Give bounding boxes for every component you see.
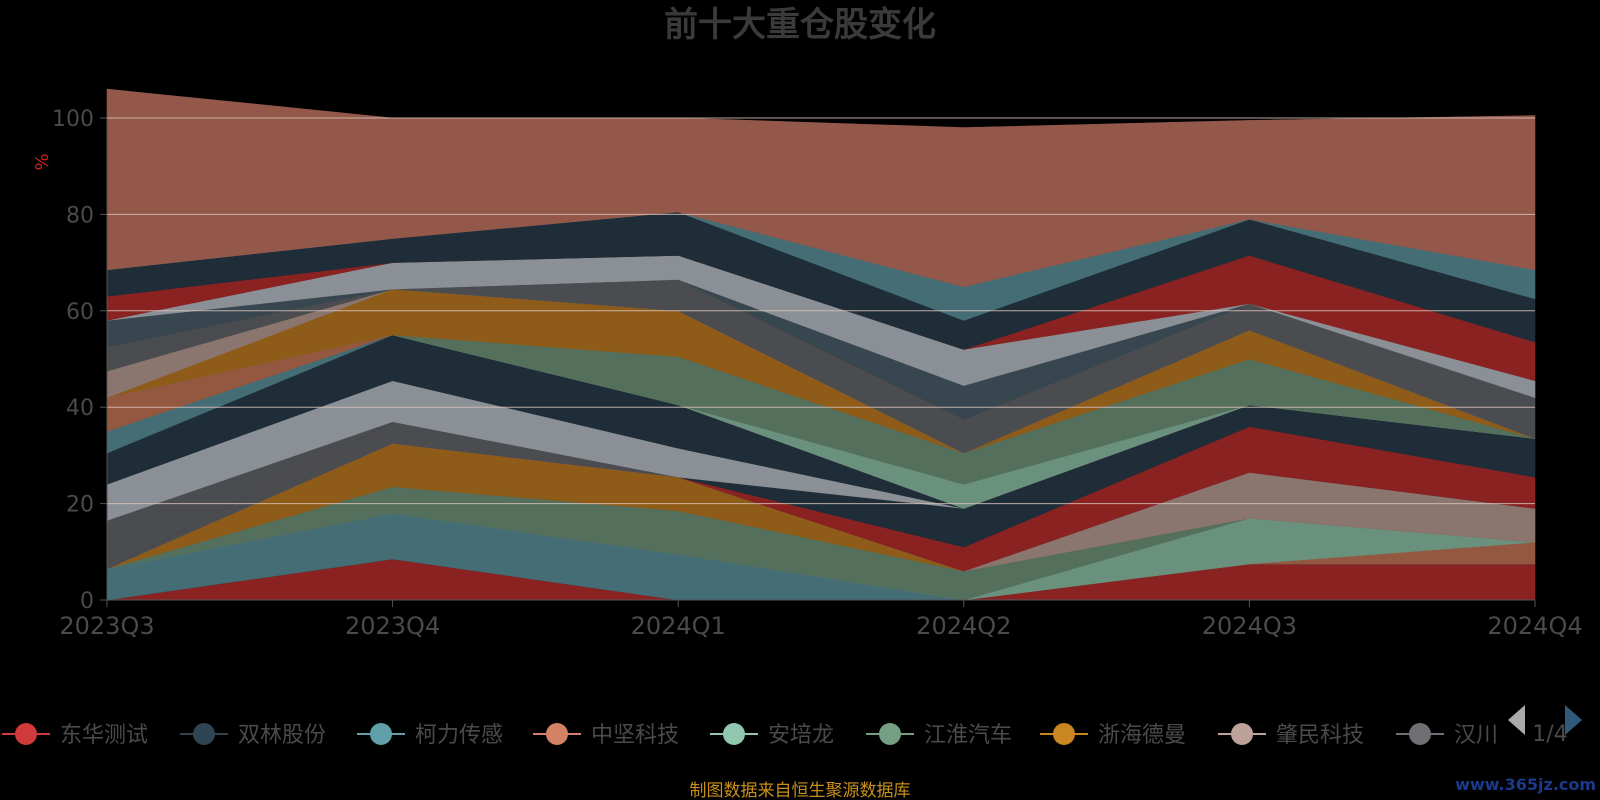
y-tick-label: 100 (52, 107, 94, 132)
legend-label: 中坚科技 (591, 723, 679, 748)
legend-label: 东华测试 (60, 723, 148, 748)
legend-item[interactable]: 肇民科技 (1218, 723, 1364, 748)
grid-lines (107, 117, 1535, 505)
axes (106, 118, 1535, 601)
legend-pager: 1/4 (1508, 705, 1582, 747)
y-tick-label: 40 (66, 396, 94, 421)
legend-marker (546, 723, 568, 745)
legend-item[interactable]: 中坚科技 (533, 723, 679, 748)
legend-marker (193, 723, 215, 745)
legend-next-icon[interactable] (1565, 705, 1582, 735)
data-source-note: 制图数据来自恒生聚源数据库 (690, 781, 911, 800)
legend-item[interactable]: 浙海德曼 (1040, 723, 1186, 748)
legend-prev-icon[interactable] (1508, 705, 1525, 735)
legend-item[interactable]: 东华测试 (2, 723, 148, 748)
y-tick-labels: 0 20 40 60 80 100 (52, 107, 107, 614)
x-tick-label: 2023Q4 (345, 612, 440, 640)
x-tick-label: 2024Q3 (1202, 612, 1297, 640)
legend: 东华测试 双林股份 柯力传感 中坚科技 安培龙 江淮汽车 浙海德曼 肇民科技 汉川 (2, 723, 1498, 748)
y-axis-unit: % (32, 153, 53, 170)
legend-marker (15, 723, 37, 745)
watermark: www.365jz.com (1455, 775, 1596, 794)
legend-marker (1053, 723, 1075, 745)
x-tick-label: 2024Q2 (916, 612, 1011, 640)
legend-label: 浙海德曼 (1098, 723, 1186, 748)
legend-item[interactable]: 安培龙 (710, 723, 834, 748)
legend-marker (879, 723, 901, 745)
legend-item[interactable]: 汉川 (1396, 723, 1498, 748)
legend-label: 江淮汽车 (924, 723, 1012, 748)
y-tick-label: 0 (80, 589, 94, 614)
legend-label: 汉川 (1454, 723, 1498, 748)
y-tick-label: 20 (66, 493, 94, 518)
chart-title: 前十大重仓股变化 (664, 5, 936, 45)
x-tick-label: 2024Q1 (631, 612, 726, 640)
x-tick-label: 2023Q3 (59, 612, 154, 640)
legend-item[interactable]: 双林股份 (180, 723, 326, 748)
legend-item[interactable]: 江淮汽车 (866, 723, 1012, 748)
legend-label: 肇民科技 (1276, 723, 1364, 748)
legend-page-indicator: 1/4 (1532, 722, 1567, 747)
legend-label: 柯力传感 (415, 723, 503, 748)
legend-marker (1409, 723, 1431, 745)
x-tick-labels: 2023Q3 2023Q4 2024Q1 2024Q2 2024Q3 2024Q4 (59, 600, 1583, 640)
y-tick-label: 60 (66, 300, 94, 325)
legend-marker (370, 723, 392, 745)
x-tick-label: 2024Q4 (1487, 612, 1582, 640)
y-tick-label: 80 (66, 203, 94, 228)
legend-label: 安培龙 (768, 723, 834, 748)
legend-marker (1231, 723, 1253, 745)
legend-label: 双林股份 (238, 723, 326, 748)
plot-areas (106, 88, 1536, 601)
legend-marker (723, 723, 745, 745)
legend-item[interactable]: 柯力传感 (357, 723, 503, 748)
